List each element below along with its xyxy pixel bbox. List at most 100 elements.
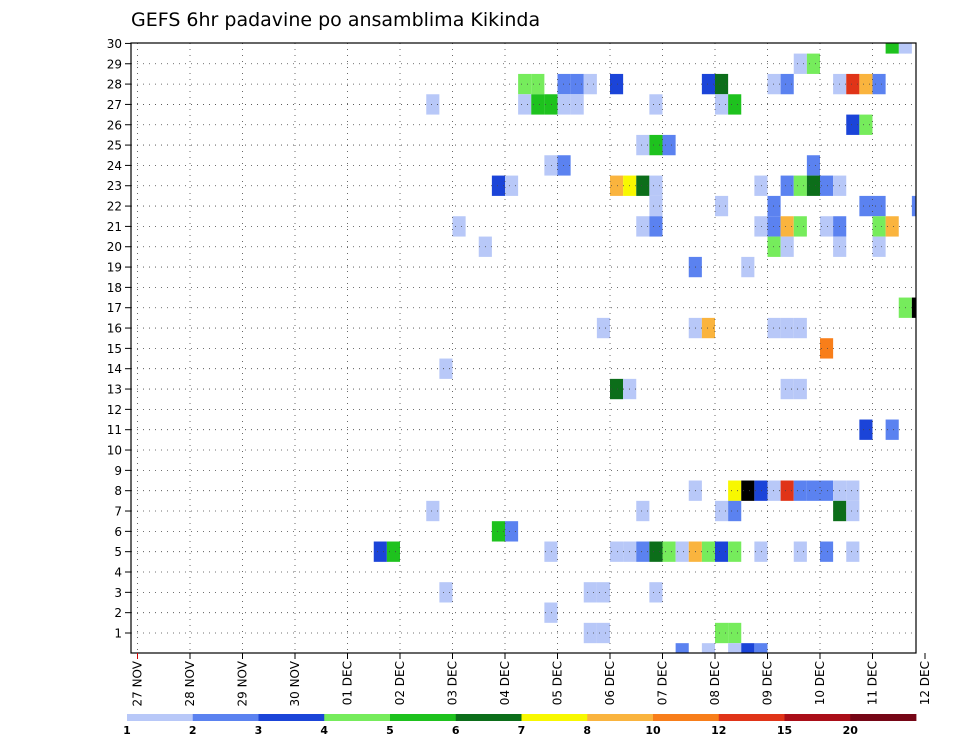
cell-13 <box>780 73 794 95</box>
legend-swatch <box>390 714 457 721</box>
legend-label: 1 <box>123 724 131 737</box>
cell-98 <box>426 500 440 522</box>
cell-63 <box>885 216 899 237</box>
y-tick-label: 18 <box>107 281 122 295</box>
y-tick-label: 2 <box>114 606 122 620</box>
legend-label: 10 <box>645 724 661 737</box>
cell-18 <box>426 94 440 115</box>
cell-121 <box>820 541 834 562</box>
cell-51 <box>872 195 886 217</box>
cell-48 <box>715 195 729 217</box>
cell-89 <box>741 480 755 501</box>
cell-45 <box>820 175 834 196</box>
cell-50 <box>859 195 873 217</box>
cell-28 <box>859 114 873 135</box>
cell-25 <box>715 94 729 115</box>
cell-41 <box>754 175 768 196</box>
cell-126 <box>649 582 663 603</box>
y-tick-label: 4 <box>114 566 122 580</box>
cell-40 <box>649 175 663 196</box>
cell-77 <box>780 317 794 339</box>
cell-80 <box>439 358 453 379</box>
y-tick-label: 24 <box>107 159 122 173</box>
cell-133 <box>701 643 715 653</box>
cell-5 <box>531 73 545 95</box>
cell-114 <box>675 541 689 562</box>
y-tick-label: 7 <box>114 505 122 519</box>
x-tick-label: 06 DEC <box>603 661 617 705</box>
cell-21 <box>544 94 558 115</box>
legend-swatch <box>784 714 851 721</box>
legend-swatch <box>324 714 391 721</box>
x-tick-label: 28 NOV <box>183 660 197 706</box>
cell-84 <box>793 378 807 400</box>
legend-label: 15 <box>777 724 792 737</box>
cell-105 <box>505 521 519 542</box>
cell-33 <box>557 155 571 176</box>
y-tick-label: 29 <box>107 57 122 71</box>
cell-124 <box>583 582 597 603</box>
cell-27 <box>846 114 860 135</box>
y-tick-label: 6 <box>114 525 122 539</box>
legend-swatch <box>258 714 325 721</box>
x-tick-label: 29 NOV <box>236 660 250 706</box>
cell-9 <box>610 73 624 95</box>
cell-49 <box>767 195 781 217</box>
cell-111 <box>636 541 650 562</box>
chart-title: GEFS 6hr padavine po ansamblima Kikinda <box>131 9 540 31</box>
cell-135 <box>741 643 755 653</box>
cell-101 <box>728 500 742 522</box>
cell-10 <box>701 73 715 95</box>
cell-54 <box>636 216 650 237</box>
cell-31 <box>662 134 676 156</box>
x-tick-label: 02 DEC <box>393 661 407 705</box>
precipitation-cells <box>373 43 916 653</box>
cell-85 <box>859 419 873 440</box>
legend-swatch <box>127 714 194 721</box>
cell-86 <box>885 419 899 440</box>
x-tick-label: 11 DEC <box>866 661 880 705</box>
cell-118 <box>728 541 742 562</box>
y-tick-label: 8 <box>114 484 122 498</box>
cell-19 <box>518 94 532 115</box>
cell-3 <box>806 53 820 74</box>
legend-label: 20 <box>843 724 859 737</box>
legend-label: 4 <box>320 724 328 737</box>
cell-92 <box>780 480 794 501</box>
y-tick-label: 20 <box>107 240 122 254</box>
y-tick-label: 14 <box>107 362 122 376</box>
cell-8 <box>583 73 597 95</box>
y-tick-label: 19 <box>107 261 122 275</box>
cell-125 <box>596 582 610 603</box>
cell-44 <box>806 175 820 196</box>
cell-113 <box>662 541 676 562</box>
cell-131 <box>728 622 742 644</box>
cell-17 <box>872 73 886 95</box>
y-tick-label: 30 <box>107 37 122 51</box>
legend-label: 8 <box>583 724 591 737</box>
y-tick-label: 25 <box>107 139 122 153</box>
cell-23 <box>570 94 584 115</box>
cell-91 <box>767 480 781 501</box>
cell-20 <box>531 94 545 115</box>
x-tick-label: 09 DEC <box>761 661 775 705</box>
gridlines <box>131 43 916 653</box>
legend-label: 2 <box>189 724 197 737</box>
cell-107 <box>386 541 400 562</box>
cell-52 <box>911 195 916 217</box>
cell-95 <box>820 480 834 501</box>
x-axis: 27 NOV 28 NOV 29 NOV 30 NOV 01 DEC 02 DEC 03 D… <box>131 653 932 707</box>
cell-123 <box>439 582 453 603</box>
cell-103 <box>846 500 860 522</box>
legend-label: 7 <box>518 724 526 737</box>
cell-42 <box>780 175 794 196</box>
y-tick-label: 22 <box>107 200 122 214</box>
legend-label: 6 <box>452 724 460 737</box>
y-tick-label: 26 <box>107 118 122 132</box>
y-tick-label: 21 <box>107 220 122 234</box>
legend-label: 3 <box>255 724 263 737</box>
cell-1 <box>885 43 899 54</box>
y-tick-label: 3 <box>114 586 122 600</box>
cell-136 <box>754 643 768 653</box>
